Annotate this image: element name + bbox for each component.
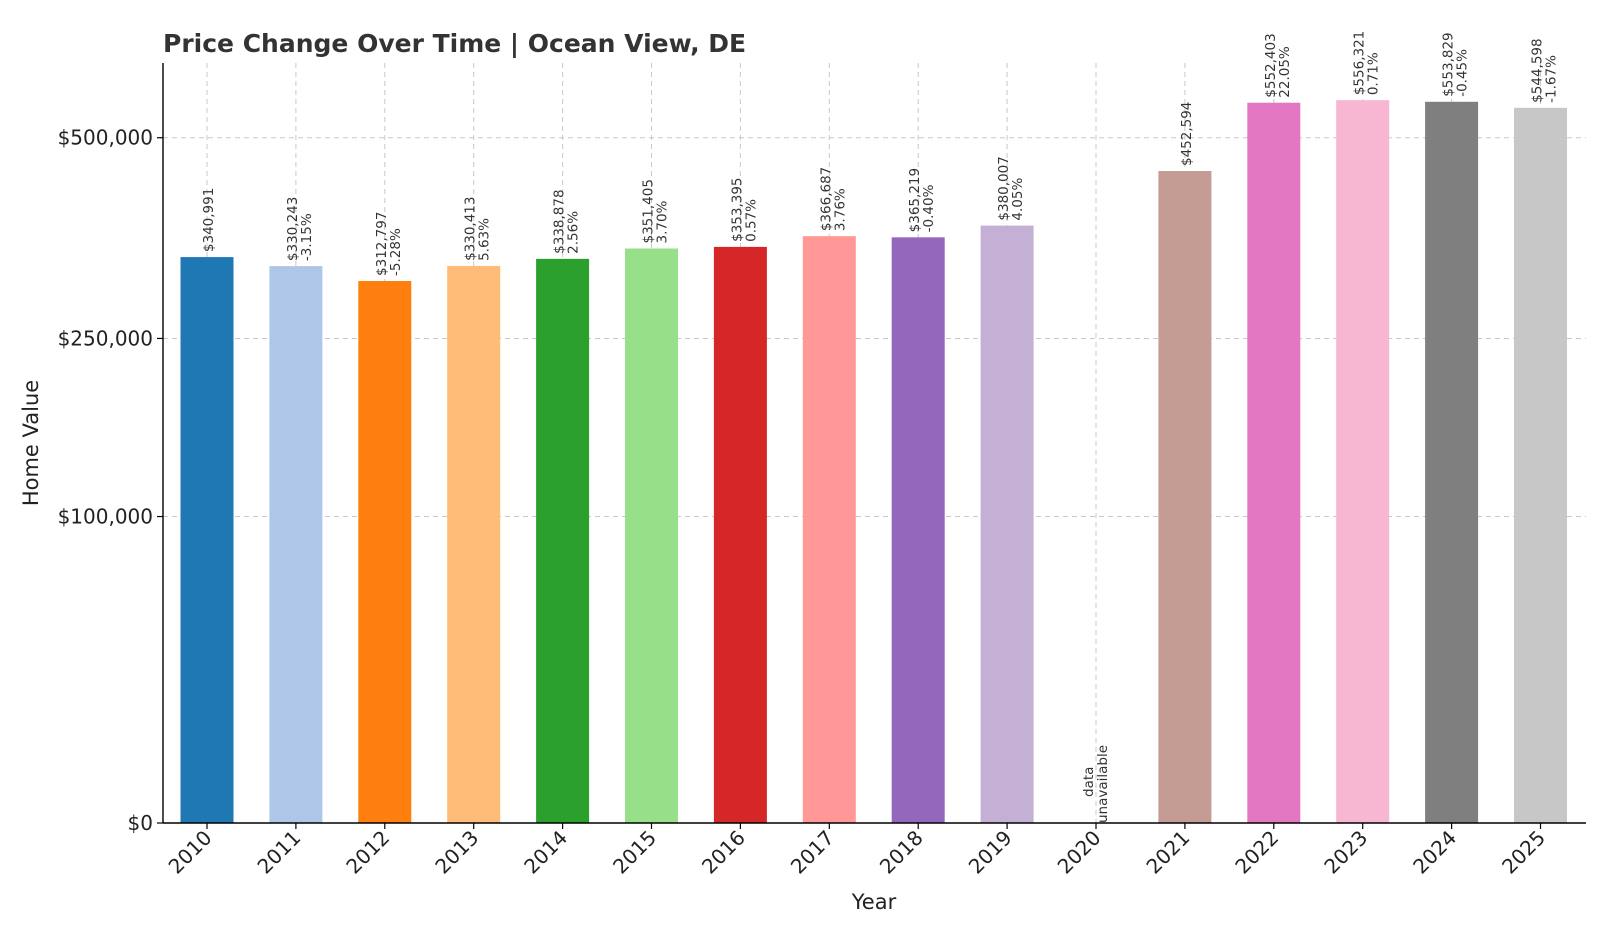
bar-2015 <box>625 248 678 823</box>
bar-2013 <box>447 265 501 823</box>
value-label-2010: $340,991 <box>201 188 217 252</box>
value-label-2012: $312,797 <box>374 212 390 276</box>
bar-2012 <box>358 280 412 823</box>
value-label-2018: $365,219 <box>907 168 923 232</box>
x-tick-label-2015: 2015 <box>608 826 661 879</box>
x-tick-label-2013: 2013 <box>430 826 483 879</box>
bar-2024 <box>1425 101 1479 824</box>
x-tick-label-2017: 2017 <box>786 826 839 879</box>
change-label-2018: -0.40% <box>921 184 937 232</box>
change-label-2017: 3.76% <box>832 188 848 231</box>
y-axis-title: Home Value <box>19 380 43 506</box>
change-label-2014: 2.56% <box>566 211 582 254</box>
missing-label-2020-line2: unavailable <box>1095 745 1111 823</box>
x-tick-label-2022: 2022 <box>1230 826 1283 879</box>
value-label-2023: $556,321 <box>1352 31 1368 95</box>
value-label-2014: $338,878 <box>552 189 568 253</box>
bar-layer <box>180 100 1567 824</box>
y-tick-label: $0 <box>128 811 153 835</box>
x-tick-label-2020: 2020 <box>1053 826 1106 879</box>
bar-2014 <box>536 258 590 823</box>
value-label-2021: $452,594 <box>1179 102 1195 166</box>
bar-2017 <box>802 236 856 823</box>
data-label-layer: $340,991 $330,243-3.15% $312,797-5.28% $330… <box>201 31 1560 823</box>
value-label-2025: $544,598 <box>1530 38 1546 102</box>
value-label-2013: $330,413 <box>463 197 479 261</box>
x-tick-label-2011: 2011 <box>252 826 305 879</box>
change-label-2016: 0.57% <box>743 199 759 242</box>
value-label-2019: $380,007 <box>996 156 1012 220</box>
change-label-2011: -3.15% <box>299 213 315 261</box>
x-axis-title: Year <box>851 890 897 914</box>
x-tick-label-2014: 2014 <box>519 826 572 879</box>
value-label-2011: $330,243 <box>285 197 301 261</box>
x-tick-label-2019: 2019 <box>964 826 1017 879</box>
bar-2011 <box>269 266 323 823</box>
bar-2016 <box>713 246 767 823</box>
bar-2019 <box>980 225 1034 824</box>
value-label-2015: $351,405 <box>641 179 657 243</box>
value-label-2022: $552,403 <box>1263 33 1279 97</box>
x-tick-label-2021: 2021 <box>1141 826 1194 879</box>
change-label-2023: 0.71% <box>1366 52 1382 95</box>
bar-2018 <box>891 237 945 824</box>
y-tick-label: $250,000 <box>58 326 153 350</box>
change-label-2013: 5.63% <box>477 218 493 261</box>
bar-2025 <box>1514 107 1567 824</box>
y-tick-label: $500,000 <box>58 126 153 150</box>
change-label-2019: 4.05% <box>1010 178 1026 221</box>
x-tick-label-2012: 2012 <box>341 826 394 879</box>
x-tick-label-2016: 2016 <box>697 826 750 879</box>
change-label-2012: -5.28% <box>388 228 404 276</box>
bar-2021 <box>1158 171 1212 824</box>
x-tick-label-2023: 2023 <box>1319 826 1372 879</box>
missing-label-2020-line1: data <box>1081 767 1097 797</box>
value-label-2017: $366,687 <box>818 167 834 231</box>
y-tick-label: $100,000 <box>58 505 153 529</box>
x-tick-label-2010: 2010 <box>164 826 217 879</box>
change-label-2015: 3.70% <box>655 200 671 243</box>
bar-2023 <box>1336 100 1390 823</box>
change-label-2024: -0.45% <box>1455 49 1471 97</box>
value-label-2024: $553,829 <box>1441 32 1457 96</box>
bar-2022 <box>1247 102 1301 824</box>
bar-2010 <box>180 257 234 823</box>
x-tick-label-2018: 2018 <box>875 826 928 879</box>
x-tick-label-2025: 2025 <box>1497 826 1550 879</box>
value-label-2016: $353,395 <box>729 177 745 241</box>
change-label-2022: 22.05% <box>1277 46 1293 98</box>
change-label-2025: -1.67% <box>1544 55 1560 103</box>
chart-title: Price Change Over Time | Ocean View, DE <box>163 29 746 58</box>
x-tick-label-2024: 2024 <box>1408 826 1461 879</box>
